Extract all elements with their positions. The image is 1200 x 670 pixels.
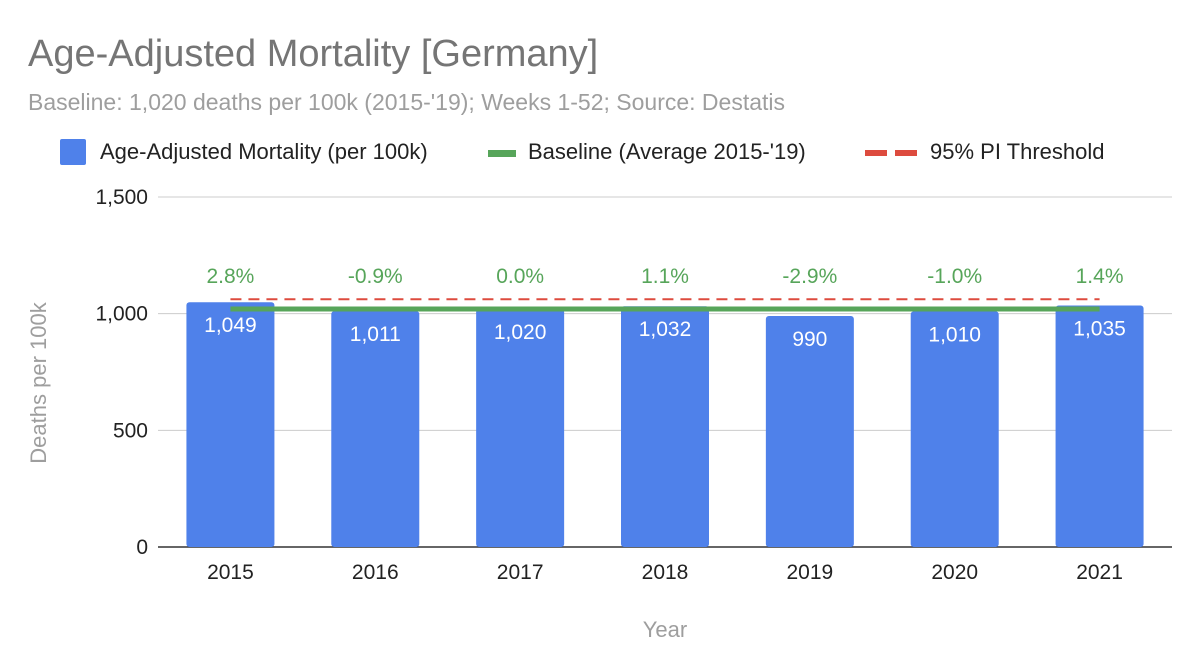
legend: Age-Adjusted Mortality (per 100k) Baselin… (60, 139, 1104, 165)
percent-change-label: 1.4% (1076, 265, 1124, 288)
bar-value-label: 990 (792, 328, 827, 351)
bar-value-label: 1,011 (350, 323, 401, 346)
percent-change-label: 0.0% (496, 265, 544, 288)
y-axis-title: Deaths per 100k (26, 301, 51, 463)
x-tick-label: 2016 (352, 561, 399, 584)
x-tick-label: 2015 (207, 561, 254, 584)
y-tick-label: 500 (113, 419, 148, 442)
legend-label-1: Age-Adjusted Mortality (per 100k) (100, 139, 428, 164)
x-axis-title: Year (643, 617, 687, 642)
percent-change-label: 2.8% (206, 265, 254, 288)
legend-swatch-threshold-dash (895, 150, 917, 156)
x-tick-label: 2021 (1076, 561, 1123, 584)
bar-value-label: 1,032 (639, 318, 692, 341)
bar-value-label: 1,049 (204, 314, 257, 337)
chart-subtitle: Baseline: 1,020 deaths per 100k (2015-'1… (28, 89, 785, 115)
x-tick-label: 2019 (786, 561, 833, 584)
bar-2015 (186, 302, 275, 547)
y-axis-ticks: 0 500 1,000 1,500 (95, 186, 148, 559)
x-axis-ticks: 2015 2016 2017 2018 2019 2020 2021 (207, 561, 1123, 584)
bar-value-labels: 1,049 1,011 1,020 1,032 990 1,010 1,035 (204, 314, 1126, 351)
percent-change-label: -1.0% (927, 265, 982, 288)
legend-label-3: 95% PI Threshold (930, 139, 1104, 164)
bar-2017 (476, 309, 565, 547)
percent-change-label: -0.9% (348, 265, 403, 288)
legend-swatch-baseline (488, 150, 516, 157)
bar-value-label: 1,010 (928, 323, 981, 346)
percent-change-label: 1.1% (641, 265, 689, 288)
legend-label-2: Baseline (Average 2015-'19) (528, 139, 806, 164)
x-tick-label: 2018 (642, 561, 689, 584)
legend-swatch-bar (60, 139, 86, 165)
x-tick-label: 2020 (931, 561, 978, 584)
percent-labels: 2.8% -0.9% 0.0% 1.1% -2.9% -1.0% 1.4% (206, 265, 1123, 288)
bar-2016 (331, 311, 420, 547)
legend-swatch-threshold-dash (865, 150, 887, 156)
bar-2018 (621, 306, 709, 547)
bar-value-label: 1,020 (494, 321, 547, 344)
y-tick-label: 1,500 (95, 186, 148, 209)
bar-2020 (910, 311, 999, 547)
bars (186, 302, 1144, 547)
bar-value-label: 1,035 (1073, 318, 1126, 341)
x-tick-label: 2017 (497, 561, 544, 584)
percent-change-label: -2.9% (782, 265, 837, 288)
y-tick-label: 0 (136, 536, 148, 559)
y-tick-label: 1,000 (95, 303, 148, 326)
bar-2021 (1055, 305, 1144, 547)
chart-title: Age-Adjusted Mortality [Germany] (28, 33, 598, 75)
reference-lines (230, 298, 1100, 312)
bar-2019 (765, 316, 854, 547)
